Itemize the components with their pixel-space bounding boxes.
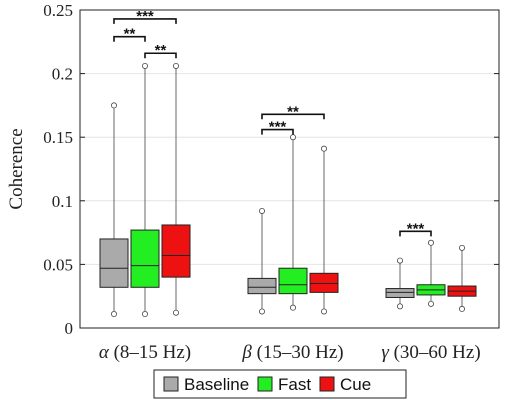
significance-label: *** <box>136 8 154 25</box>
box-baseline-2 <box>385 257 415 310</box>
x-tick-label: β (15–30 Hz) <box>241 342 343 363</box>
max-marker <box>320 145 327 152</box>
box-baseline-0 <box>99 102 129 318</box>
min-marker <box>320 308 327 315</box>
y-axis-label: Coherence <box>6 128 27 209</box>
box-iqr <box>278 267 308 295</box>
box-baseline-1 <box>247 207 277 315</box>
significance-label: *** <box>407 220 425 237</box>
max-marker <box>427 239 434 246</box>
legend-swatch <box>319 376 335 392</box>
max-marker <box>141 62 148 69</box>
y-tick-label: 0.2 <box>52 65 73 84</box>
significance-label: ** <box>124 26 136 43</box>
significance-brackets: *************** <box>113 8 432 237</box>
box-iqr <box>309 272 339 293</box>
box-iqr <box>130 229 160 288</box>
legend-label: Fast <box>278 375 311 394</box>
significance-label: ** <box>287 103 299 120</box>
x-tick-range: (30–60 Hz) <box>389 342 481 363</box>
x-tick-range: (15–30 Hz) <box>252 342 344 363</box>
box-iqr <box>99 238 129 288</box>
box-fast-1 <box>278 134 308 311</box>
legend-label: Baseline <box>184 375 249 394</box>
min-marker <box>458 305 465 312</box>
bracket-line <box>399 230 432 237</box>
x-tick-symbol: β <box>241 342 252 363</box>
y-tick-label: 0.1 <box>52 192 73 211</box>
box-iqr <box>161 224 191 278</box>
box-cue-0 <box>161 62 191 316</box>
x-axis-tick-labels: α (8–15 Hz) β (15–30 Hz) γ (30–60 Hz) <box>99 342 481 363</box>
y-tick-label: 0 <box>65 319 74 338</box>
legend-item-baseline: Baseline <box>163 375 249 394</box>
bracket-line <box>261 128 294 135</box>
min-marker <box>396 303 403 310</box>
max-marker <box>111 102 118 109</box>
legend-label: Cue <box>340 375 371 394</box>
significance-bracket: *** <box>261 119 294 136</box>
max-marker <box>396 257 403 264</box>
significance-bracket: ** <box>144 42 177 59</box>
bracket-line <box>113 35 146 42</box>
bracket-line <box>144 52 177 59</box>
legend-swatch <box>163 376 179 392</box>
min-marker <box>111 311 118 318</box>
box-cue-2 <box>447 244 477 312</box>
y-tick-label: 0.15 <box>43 128 73 147</box>
legend: Baseline Fast Cue <box>153 369 407 399</box>
x-tick-label: γ (30–60 Hz) <box>381 342 480 363</box>
max-marker <box>289 134 296 141</box>
legend-frame <box>153 369 407 399</box>
x-tick-range: (8–15 Hz) <box>109 342 191 363</box>
significance-bracket: *** <box>399 220 432 237</box>
max-marker <box>458 244 465 251</box>
legend-item-cue: Cue <box>319 375 371 394</box>
bracket-line <box>113 18 177 24</box>
legend-swatch <box>257 376 273 392</box>
box-fast-2 <box>416 239 446 307</box>
significance-bracket: ** <box>261 103 325 120</box>
box-iqr <box>385 288 415 298</box>
legend-item-fast: Fast <box>257 375 311 394</box>
x-tick-symbol: γ <box>381 342 389 363</box>
max-marker <box>172 62 179 69</box>
min-marker <box>141 311 148 318</box>
max-marker <box>258 207 265 214</box>
box-plots <box>99 62 477 318</box>
significance-bracket: *** <box>113 8 177 25</box>
min-marker <box>289 304 296 311</box>
box-fast-0 <box>130 62 160 318</box>
min-marker <box>427 300 434 307</box>
box-cue-1 <box>309 145 339 315</box>
significance-label: ** <box>155 42 167 59</box>
min-marker <box>172 309 179 316</box>
x-tick-symbol: α <box>99 342 110 363</box>
box-iqr <box>247 277 277 295</box>
y-axis-ticks: 0 0.05 0.1 0.15 0.2 0.25 <box>43 1 499 338</box>
significance-label: *** <box>269 119 287 136</box>
min-marker <box>258 308 265 315</box>
y-tick-label: 0.25 <box>43 1 73 20</box>
x-tick-label: α (8–15 Hz) <box>99 342 191 363</box>
y-tick-label: 0.05 <box>43 255 73 274</box>
significance-bracket: ** <box>113 26 146 43</box>
bracket-line <box>261 113 325 120</box>
